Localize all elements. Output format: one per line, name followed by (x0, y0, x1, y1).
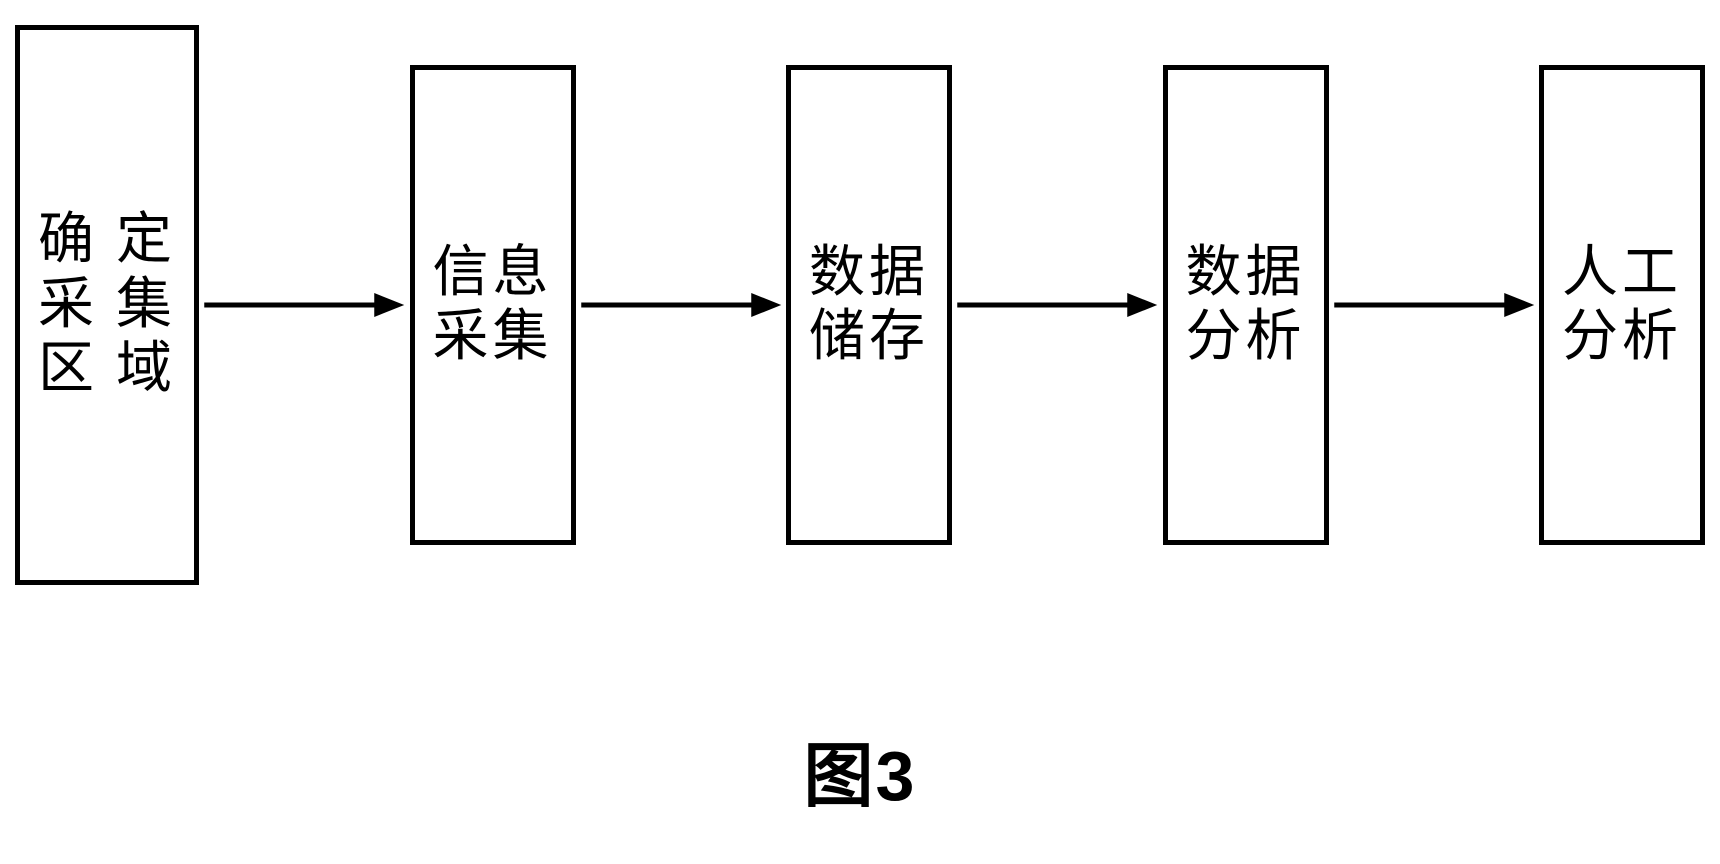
flowchart: 确 定 采 集 区 域 信息 采集 数据 储存 (15, 25, 1705, 585)
flow-node-2: 信息 采集 (410, 65, 576, 545)
flow-node-4-line2: 分析 (1186, 305, 1306, 369)
flow-node-3-line2: 储存 (809, 305, 929, 369)
arrow-4-5 (1329, 25, 1540, 585)
flow-node-2-line2: 采集 (433, 305, 553, 369)
flow-node-5-label: 人工 分析 (1562, 241, 1682, 370)
flow-node-1-line3: 区 域 (38, 337, 176, 401)
flow-node-4: 数据 分析 (1163, 65, 1329, 545)
flow-node-3-label: 数据 储存 (809, 241, 929, 370)
flow-node-5: 人工 分析 (1539, 65, 1705, 545)
flow-node-3: 数据 储存 (786, 65, 952, 545)
flow-node-4-line1: 数据 (1186, 241, 1306, 305)
flow-node-2-line1: 信息 (433, 241, 553, 305)
flow-node-1-line1: 确 定 (38, 208, 176, 272)
arrow-3-4 (952, 25, 1163, 585)
flow-node-1-label: 确 定 采 集 区 域 (38, 208, 176, 401)
flow-node-2-label: 信息 采集 (433, 241, 553, 370)
flow-node-3-line1: 数据 (809, 241, 929, 305)
arrow-icon (1329, 285, 1540, 325)
flow-node-1: 确 定 采 集 区 域 (15, 25, 199, 585)
arrow-1-2 (199, 25, 410, 585)
arrow-2-3 (576, 25, 787, 585)
flow-node-5-line1: 人工 (1562, 241, 1682, 305)
flow-node-4-label: 数据 分析 (1186, 241, 1306, 370)
figure-caption: 图3 (0, 720, 1720, 821)
arrow-icon (952, 285, 1163, 325)
arrow-icon (199, 285, 410, 325)
flow-node-1-line2: 采 集 (38, 273, 176, 337)
arrow-icon (576, 285, 787, 325)
flow-node-5-line2: 分析 (1562, 305, 1682, 369)
